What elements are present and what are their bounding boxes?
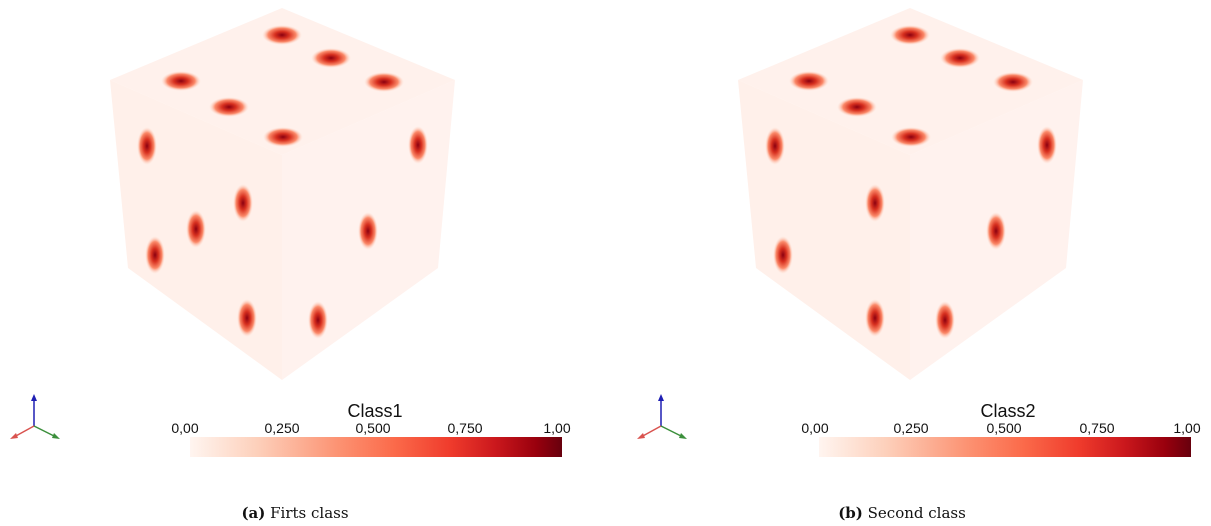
colorbar-tick: 0,500 <box>986 420 1022 436</box>
top-face-spots <box>161 25 404 147</box>
colorbar <box>819 437 1191 457</box>
colorbar-tick: 0,750 <box>1079 420 1115 436</box>
colorbar-title: Class2 <box>980 401 1036 421</box>
caption-text: Firts class <box>270 504 349 522</box>
left-face-spots <box>137 127 257 337</box>
caption-text: Second class <box>867 504 966 522</box>
cube-top-face <box>110 8 455 155</box>
panel-second-class: Class2 0,00 0,250 0,500 0,750 1,00 (b) S… <box>605 0 1210 526</box>
top-face-spots <box>789 25 1033 147</box>
cube-render <box>738 8 1083 380</box>
colorbar <box>190 437 562 457</box>
caption-label: (b) <box>838 504 863 522</box>
right-face-spots <box>308 126 428 339</box>
cube-render <box>110 8 455 380</box>
caption: (b) Second class <box>838 504 966 522</box>
colorbar-tick: 0,00 <box>171 420 199 436</box>
colorbar-tick: 0,250 <box>893 420 929 436</box>
caption: (a) Firts class <box>241 504 348 522</box>
caption-label: (a) <box>241 504 266 522</box>
orientation-axes-icon <box>637 394 687 439</box>
left-face-spots <box>765 127 885 337</box>
cube-top-face <box>738 8 1083 155</box>
right-face-spots <box>935 126 1057 339</box>
colorbar-tick: 0,500 <box>355 420 391 436</box>
colorbar-tick: 0,750 <box>447 420 483 436</box>
panel-first-class: Class1 0,00 0,250 0,500 0,750 1,00 (a) F… <box>0 0 605 526</box>
colorbar-tick: 0,00 <box>801 420 829 436</box>
colorbar-tick: 1,00 <box>543 420 571 436</box>
colorbar-tick: 1,00 <box>1173 420 1201 436</box>
colorbar-title: Class1 <box>347 401 403 421</box>
colorbar-tick: 0,250 <box>264 420 300 436</box>
orientation-axes-icon <box>10 394 60 439</box>
